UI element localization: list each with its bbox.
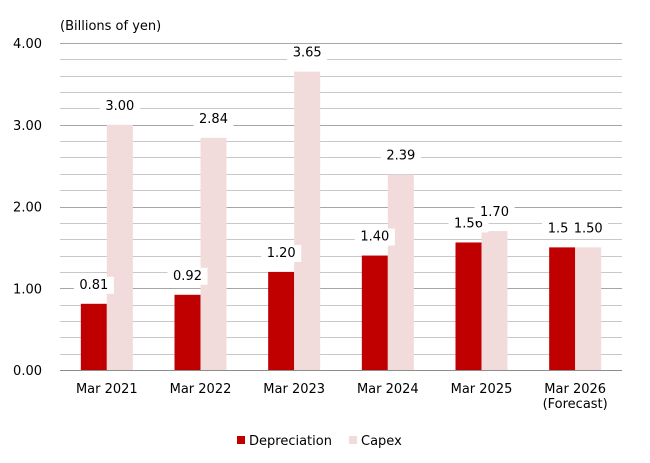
y-tick-label: 3.00 [13,119,42,134]
data-label-background [380,147,421,165]
capex-legend-label: Capex [361,434,402,449]
depreciation-legend-swatch [237,436,245,444]
capex-data-label: 3.00 [105,99,134,114]
y-tick-label: 2.00 [13,201,42,216]
depreciation-data-label: 0.81 [79,278,108,293]
bars [80,71,602,371]
x-category-label: Mar 2025 [451,382,513,397]
x-category-label: Mar 2023 [263,382,325,397]
capex-data-label: 2.39 [386,149,415,164]
data-label-background [474,204,515,222]
capex-bar [294,71,321,371]
capex-legend-swatch [349,436,357,444]
y-tick-label: 1.00 [13,282,42,297]
capex-bar [387,174,414,370]
y-axis-ticks: 0.00 1.00 2.00 3.00 4.00 [13,37,42,379]
depreciation-legend-label: Depreciation [249,434,332,449]
depreciation-bar [80,303,107,370]
x-category-label: (Forecast) [543,397,608,412]
depreciation-bar [268,271,295,370]
data-label-background [568,220,609,238]
data-label-background [261,244,302,262]
data-label-background [99,97,140,115]
capex-bar [106,124,133,370]
capex-data-label: 3.65 [293,46,322,61]
y-tick-label: 0.00 [13,364,42,379]
legend: Depreciation Capex [237,434,402,449]
capex-bar [200,137,227,370]
capex-bar [481,231,508,370]
depreciation-bar [174,294,201,370]
depreciation-bar [549,247,576,370]
y-axis-unit-label: (Billions of yen) [60,19,161,34]
gridlines [60,43,622,371]
capex-data-label: 2.84 [199,112,228,127]
depreciation-bar [455,242,482,370]
depreciation-bar [361,255,388,370]
y-tick-label: 4.00 [13,37,42,52]
x-category-label: Mar 2022 [170,382,232,397]
data-label-background [73,276,114,294]
data-labels: 0.813.000.922.841.203.651.402.391.561.70… [73,44,609,294]
data-label-background [193,110,234,128]
capex-bar [575,247,602,370]
data-label-background [354,228,395,246]
x-category-label: Mar 2024 [357,382,419,397]
x-category-label: Mar 2021 [76,382,138,397]
x-category-label: Mar 2026 [544,382,606,397]
data-label-background [287,44,328,62]
depreciation-data-label: 1.20 [267,246,296,261]
capex-data-label: 1.50 [574,221,603,236]
capex-data-label: 1.70 [480,205,509,220]
x-axis-categories: Mar 2021 Mar 2022 Mar 2023 Mar 2024 Mar 2025… [76,382,608,412]
depreciation-data-label: 1.40 [360,230,389,245]
data-label-background [167,267,208,285]
depreciation-data-label: 0.92 [173,269,202,284]
